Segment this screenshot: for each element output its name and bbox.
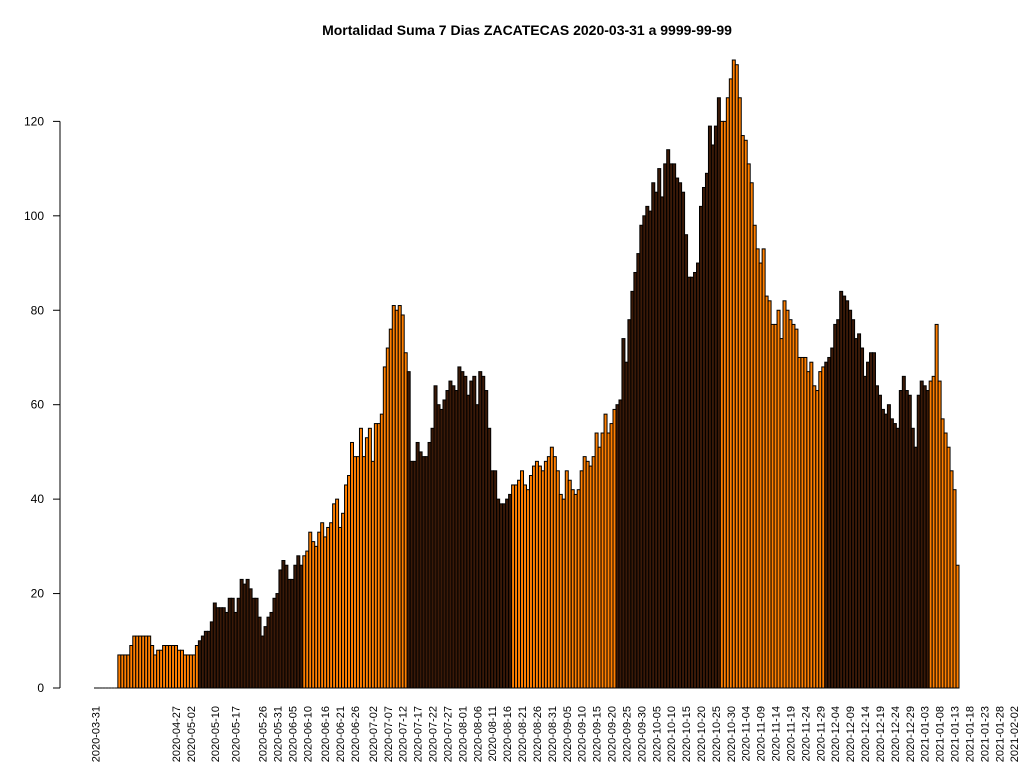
x-tick-label: 2020-11-24	[800, 706, 812, 761]
x-tick-label: 2020-10-05	[651, 706, 663, 762]
x-tick-label: 2020-12-24	[890, 706, 902, 762]
x-tick-label: 2020-09-30	[636, 706, 648, 762]
x-tick-label: 2020-08-26	[532, 706, 544, 762]
x-tick-label: 2020-10-15	[681, 706, 693, 762]
x-tick-label: 2021-02-02	[1009, 706, 1021, 762]
x-tick-label: 2020-06-16	[320, 706, 332, 762]
x-tick-label: 2020-10-30	[726, 706, 738, 762]
x-tick-label: 2020-05-17	[231, 706, 243, 762]
x-tick-label: 2020-08-21	[517, 706, 529, 762]
y-tick-label: 0	[37, 681, 44, 695]
x-tick-label: 2021-01-13	[950, 706, 962, 762]
x-tick-label: 2020-08-16	[502, 706, 514, 762]
y-axis: 0 20 40 60 80 100 120	[24, 114, 60, 695]
y-tick-label: 80	[31, 303, 45, 317]
x-tick-label: 2020-06-26	[350, 706, 362, 762]
x-tick-label: 2020-05-31	[272, 706, 284, 762]
x-tick-label: 2020-10-10	[666, 706, 678, 762]
x-tick-label: 2020-07-22	[428, 706, 440, 762]
bars-group	[94, 60, 959, 688]
x-tick-label: 2020-09-20	[607, 706, 619, 762]
x-tick-label: 2020-08-11	[487, 706, 499, 761]
x-tick-label: 2020-12-09	[845, 706, 857, 762]
x-tick-label: 2020-10-25	[711, 706, 723, 762]
x-tick-label: 2020-07-12	[398, 706, 410, 762]
x-tick-label: 2020-07-27	[443, 706, 455, 762]
x-tick-label: 2020-09-10	[577, 706, 589, 762]
x-tick-label: 2020-07-07	[383, 706, 395, 762]
x-tick-label: 2020-12-04	[830, 706, 842, 762]
x-tick-label: 2020-08-01	[457, 706, 469, 762]
x-tick-label: 2020-07-17	[413, 706, 425, 762]
x-tick-label: 2020-06-05	[287, 706, 299, 762]
x-tick-label: 2021-01-03	[920, 706, 932, 762]
x-tick-label: 2020-04-27	[171, 706, 183, 762]
x-tick-label: 2020-11-04	[741, 706, 753, 761]
x-tick-label: 2020-08-06	[472, 706, 484, 762]
x-tick-label: 2020-07-02	[368, 706, 380, 762]
y-tick-label: 60	[31, 398, 45, 412]
x-tick-label: 2021-01-23	[979, 706, 991, 762]
x-tick-label: 2021-01-18	[964, 706, 976, 762]
x-tick-label: 2020-09-05	[562, 706, 574, 762]
x-tick-label: 2020-12-14	[860, 706, 872, 762]
y-tick-label: 20	[31, 587, 45, 601]
x-tick-label: 2021-01-08	[935, 706, 947, 762]
x-tick-label: 2021-01-28	[994, 706, 1006, 762]
x-tick-label: 2020-11-09	[756, 706, 768, 761]
x-tick-label: 2020-03-31	[91, 706, 103, 762]
x-tick-label: 2020-12-19	[875, 706, 887, 762]
y-tick-label: 120	[24, 114, 44, 128]
bar	[956, 565, 959, 688]
chart-title: Mortalidad Suma 7 Dias ZACATECAS 2020-03…	[322, 22, 732, 38]
x-tick-label: 2020-06-21	[335, 706, 347, 762]
x-tick-label: 2020-05-10	[210, 706, 222, 762]
x-tick-label: 2020-09-15	[592, 706, 604, 762]
x-tick-label: 2020-11-19	[786, 706, 798, 761]
x-tick-label: 2020-06-10	[302, 706, 314, 762]
x-tick-label: 2020-09-25	[621, 706, 633, 762]
x-tick-label: 2020-11-29	[815, 706, 827, 761]
x-axis: 2020-03-31 2020-04-27 2020-05-02 2020-05-10…	[91, 706, 1024, 762]
x-tick-label: 2020-10-20	[696, 706, 708, 762]
y-tick-label: 100	[24, 209, 44, 223]
x-tick-label: 2020-08-31	[547, 706, 559, 762]
x-tick-label: 2020-12-29	[905, 706, 917, 762]
x-tick-label: 2020-11-14	[771, 706, 783, 761]
y-tick-label: 40	[31, 492, 45, 506]
x-tick-label: 2020-05-02	[186, 706, 198, 762]
x-tick-label: 2020-05-26	[258, 706, 270, 762]
